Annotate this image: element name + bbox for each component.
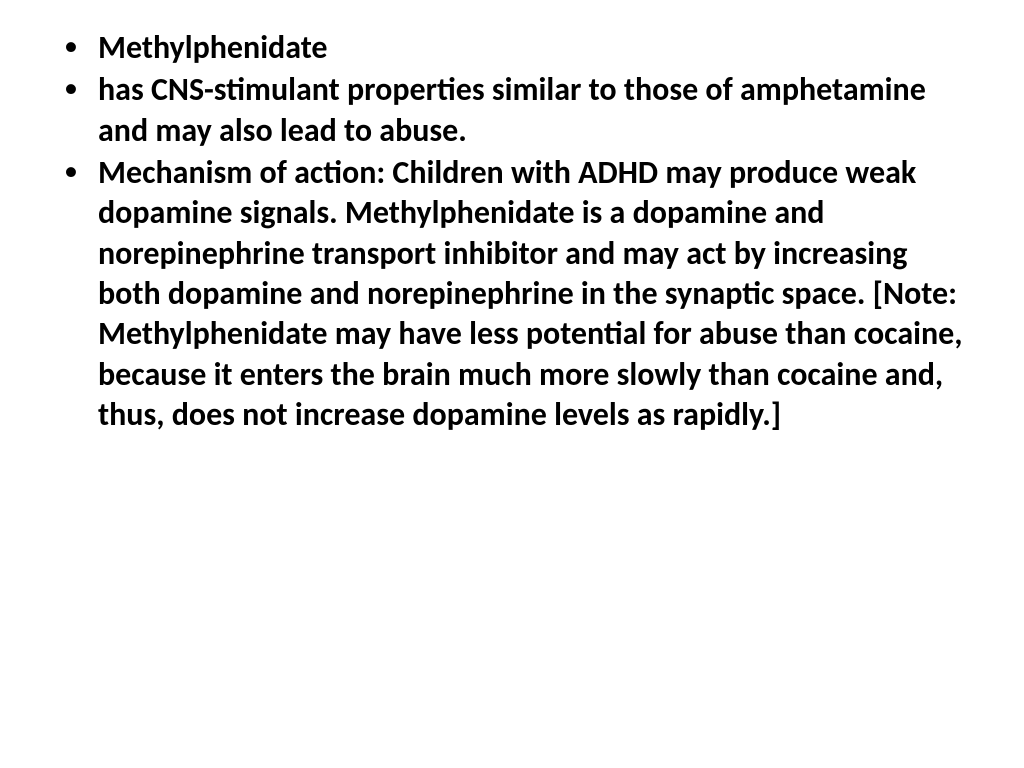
bullet-list: Methylphenidate has CNS-stimulant proper… (50, 28, 974, 435)
bullet-text: Methylphenidate (98, 28, 328, 67)
bullet-text: has CNS-stimulant properties similar to … (98, 70, 926, 149)
list-item: Methylphenidate (50, 28, 974, 68)
bullet-text: Mechanism of action: Children with ADHD … (98, 153, 963, 434)
list-item: has CNS-stimulant properties similar to … (50, 70, 974, 151)
list-item: Mechanism of action: Children with ADHD … (50, 153, 974, 435)
slide-body: Methylphenidate has CNS-stimulant proper… (0, 0, 1024, 768)
